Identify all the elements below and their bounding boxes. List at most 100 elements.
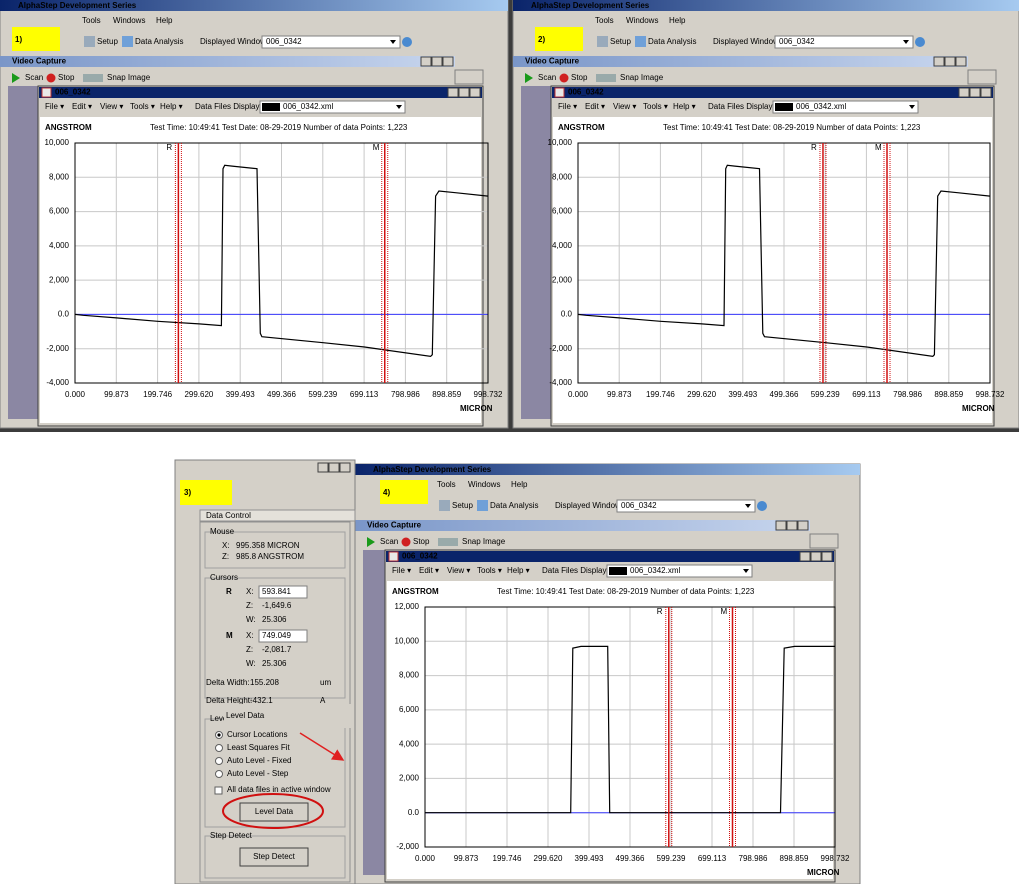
test-info: Test Time: 10:49:41 Test Date: 08-29-201… <box>663 123 921 132</box>
field-label: W: <box>246 659 256 668</box>
globe-icon[interactable] <box>915 37 925 47</box>
field-label: Data Files Displayed: <box>195 102 271 111</box>
window-button[interactable] <box>318 463 328 472</box>
window-button[interactable] <box>981 88 991 97</box>
doc-menu-item[interactable]: Tools ▾ <box>643 102 668 111</box>
window-button[interactable] <box>934 57 944 66</box>
globe-icon[interactable] <box>402 37 412 47</box>
doc-menu-item[interactable]: View ▾ <box>613 102 636 111</box>
stop-button[interactable]: Stop <box>58 73 75 82</box>
doc-menu-item[interactable]: File ▾ <box>558 102 577 111</box>
window-button[interactable] <box>776 521 786 530</box>
window-button[interactable] <box>945 57 955 66</box>
window-button[interactable] <box>448 88 458 97</box>
scan-button[interactable]: Scan <box>538 73 556 82</box>
window-button[interactable] <box>822 552 832 561</box>
doc-menu-item[interactable]: Edit ▾ <box>585 102 605 111</box>
y-tick-label: -2,000 <box>46 344 69 353</box>
window-button[interactable] <box>959 88 969 97</box>
window-button[interactable] <box>956 57 966 66</box>
radio-button[interactable] <box>216 758 223 765</box>
scan-button[interactable]: Scan <box>25 73 43 82</box>
stop-icon[interactable] <box>47 74 56 83</box>
window-button[interactable] <box>470 88 480 97</box>
toolbar-button[interactable]: Setup <box>452 501 473 510</box>
doc-menu-item[interactable]: Tools ▾ <box>130 102 155 111</box>
doc-title: 006_0342 <box>55 88 91 97</box>
menu-item[interactable]: Help <box>156 16 173 25</box>
doc-menu-item[interactable]: Help ▾ <box>507 566 530 575</box>
toolbar-button[interactable]: Setup <box>610 37 631 46</box>
window-button[interactable] <box>421 57 431 66</box>
menu-item[interactable]: Tools <box>437 480 456 489</box>
x-tick-label: 399.493 <box>226 390 255 399</box>
stop-icon[interactable] <box>402 538 411 547</box>
snap-button[interactable]: Snap Image <box>620 73 664 82</box>
menu-item[interactable]: Windows <box>626 16 658 25</box>
y-tick-label: 2,000 <box>399 774 420 783</box>
window-button[interactable] <box>800 552 810 561</box>
doc-menu-item[interactable]: View ▾ <box>447 566 470 575</box>
menu-item[interactable]: Tools <box>82 16 101 25</box>
window-button[interactable] <box>443 57 453 66</box>
doc-menu-item[interactable]: File ▾ <box>45 102 64 111</box>
combobox-value: 006_0342 <box>266 37 302 46</box>
scan-button[interactable]: Scan <box>380 537 398 546</box>
checkbox[interactable] <box>215 787 222 794</box>
doc-menu-item[interactable]: Edit ▾ <box>419 566 439 575</box>
menu-item[interactable]: Help <box>669 16 686 25</box>
menu-item[interactable]: Windows <box>113 16 145 25</box>
doc-menu-item[interactable]: Edit ▾ <box>72 102 92 111</box>
y-tick-label: 4,000 <box>49 241 70 250</box>
field-label: X: <box>222 541 230 550</box>
cursor-name: M <box>226 631 233 640</box>
radio-button[interactable] <box>216 745 223 752</box>
window-button[interactable] <box>970 88 980 97</box>
snap-button[interactable]: Snap Image <box>462 537 506 546</box>
window-button[interactable] <box>787 521 797 530</box>
stop-button[interactable]: Stop <box>413 537 430 546</box>
field-value: 25.306 <box>262 615 287 624</box>
toolbar-button[interactable]: Setup <box>97 37 118 46</box>
doc-menu-item[interactable]: View ▾ <box>100 102 123 111</box>
video-capture-title: Video Capture <box>525 57 580 66</box>
y-tick-label: 2,000 <box>49 275 70 284</box>
toolbar-button[interactable]: Data Analysis <box>490 501 538 510</box>
window-button[interactable] <box>340 463 350 472</box>
toolbar-button[interactable]: Data Analysis <box>648 37 696 46</box>
window-button[interactable] <box>811 552 821 561</box>
chart-area <box>387 581 833 879</box>
radio-label: Auto Level - Step <box>227 769 289 778</box>
window-button[interactable] <box>329 463 339 472</box>
field-value: -2,081.7 <box>262 645 292 654</box>
cursor-label: M <box>875 143 882 152</box>
radio-button[interactable] <box>216 771 223 778</box>
doc-menu-item[interactable]: Help ▾ <box>160 102 183 111</box>
x-tick-label: 699.113 <box>698 854 727 863</box>
menu-item[interactable]: Windows <box>468 480 500 489</box>
cursor-label: M <box>721 607 728 616</box>
doc-menu-item[interactable]: Tools ▾ <box>477 566 502 575</box>
snap-button[interactable]: Snap Image <box>107 73 151 82</box>
doc-menu-item[interactable]: File ▾ <box>392 566 411 575</box>
x-tick-label: 798.986 <box>893 390 922 399</box>
y-tick-label: 10,000 <box>395 636 420 645</box>
group-title: Step Detect <box>210 831 253 840</box>
x-tick-label: 499.366 <box>616 854 645 863</box>
menu-item[interactable]: Help <box>511 480 528 489</box>
x-tick-label: 699.113 <box>350 390 379 399</box>
toolbar-button[interactable]: Data Analysis <box>135 37 183 46</box>
app-title: AlphaStep Development Series <box>18 1 137 10</box>
field-label: Delta Height: <box>206 696 252 705</box>
menu-item[interactable]: Tools <box>595 16 614 25</box>
doc-menu-item[interactable]: Help ▾ <box>673 102 696 111</box>
stop-icon[interactable] <box>560 74 569 83</box>
x-unit: MICRON <box>460 404 493 413</box>
field-value: 985.8 ANGSTROM <box>236 552 304 561</box>
window-button[interactable] <box>798 521 808 530</box>
globe-icon[interactable] <box>757 501 767 511</box>
stop-button[interactable]: Stop <box>571 73 588 82</box>
y-tick-label: 2,000 <box>552 275 573 284</box>
window-button[interactable] <box>432 57 442 66</box>
window-button[interactable] <box>459 88 469 97</box>
